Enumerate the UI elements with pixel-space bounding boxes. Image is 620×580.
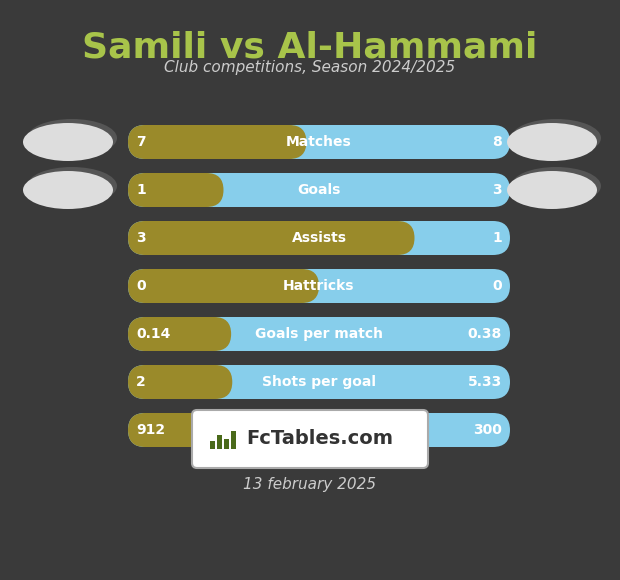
FancyBboxPatch shape [128,173,223,207]
FancyBboxPatch shape [128,413,415,447]
FancyBboxPatch shape [128,365,232,399]
Text: 2: 2 [136,375,146,389]
FancyBboxPatch shape [128,269,319,303]
Text: Goals: Goals [298,183,340,197]
Ellipse shape [27,167,117,205]
Ellipse shape [507,123,597,161]
FancyBboxPatch shape [192,410,428,468]
Text: 5.33: 5.33 [467,375,502,389]
Text: 912: 912 [136,423,165,437]
FancyBboxPatch shape [128,365,510,399]
Bar [217,435,222,449]
Bar [231,431,236,449]
Text: 3: 3 [492,183,502,197]
Text: Club competitions, Season 2024/2025: Club competitions, Season 2024/2025 [164,60,456,75]
Ellipse shape [27,119,117,157]
Ellipse shape [511,119,601,157]
FancyBboxPatch shape [128,413,510,447]
FancyBboxPatch shape [128,317,510,351]
FancyBboxPatch shape [128,317,231,351]
Ellipse shape [23,171,113,209]
Text: 1: 1 [136,183,146,197]
Ellipse shape [507,171,597,209]
FancyBboxPatch shape [128,221,510,255]
Ellipse shape [23,123,113,161]
Text: Min per goal: Min per goal [270,423,368,437]
Text: 0.14: 0.14 [136,327,170,341]
Text: 0.38: 0.38 [467,327,502,341]
Text: 8: 8 [492,135,502,149]
FancyBboxPatch shape [128,125,306,159]
Text: Goals per match: Goals per match [255,327,383,341]
Text: 3: 3 [136,231,146,245]
Text: Shots per goal: Shots per goal [262,375,376,389]
FancyBboxPatch shape [128,173,510,207]
Text: Matches: Matches [286,135,352,149]
Bar [224,439,229,449]
Ellipse shape [511,167,601,205]
FancyBboxPatch shape [128,125,510,159]
Bar [210,441,215,449]
Text: Samili vs Al-Hammami: Samili vs Al-Hammami [82,30,538,64]
Text: 13 february 2025: 13 february 2025 [244,477,376,492]
Text: Assists: Assists [291,231,347,245]
Text: 300: 300 [473,423,502,437]
Text: 7: 7 [136,135,146,149]
Text: Hattricks: Hattricks [283,279,355,293]
Text: 1: 1 [492,231,502,245]
Text: 0: 0 [136,279,146,293]
Text: FcTables.com: FcTables.com [247,430,394,448]
FancyBboxPatch shape [128,269,510,303]
Text: 0: 0 [492,279,502,293]
FancyBboxPatch shape [128,221,415,255]
